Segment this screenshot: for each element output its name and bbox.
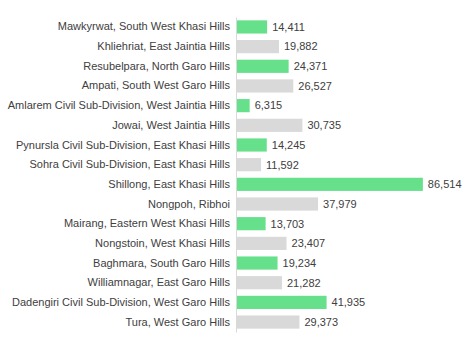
category-axis: Mawkyrwat, South West Khasi Hills Khliehr…: [8, 18, 237, 333]
data-label: 26,527: [298, 80, 332, 92]
data-label: 13,703: [271, 218, 305, 230]
chart: 14,411 19,882 24,371 26,527 6,315 30,73514,24…: [0, 0, 467, 351]
bar: [236, 237, 287, 250]
tick: Sohra Civil Sub-Division, East Khasi Hil…: [29, 158, 230, 170]
data-label: 86,514: [428, 178, 462, 190]
data-label: 37,979: [323, 198, 357, 210]
bars: [236, 20, 423, 328]
data-label: 19,882: [284, 40, 318, 52]
data-label: 29,373: [304, 316, 338, 328]
category-label: Ampati, South West Garo Hills: [82, 79, 231, 91]
tick: Williamnagar, East Garo Hills: [88, 276, 231, 288]
bar: [236, 158, 261, 171]
tick: Mawkyrwat, South West Khasi Hills: [58, 20, 231, 32]
bar: [236, 256, 278, 269]
data-label: 11,592: [266, 159, 299, 171]
data-labels: 14,411 19,882 24,371 26,527 6,315 30,73514,24…: [255, 21, 462, 328]
data-label: 24,371: [294, 60, 328, 72]
tick: Mairang, Eastern West Khasi Hills: [64, 217, 231, 229]
bar: [236, 138, 267, 151]
data-label: 14,245: [272, 139, 306, 151]
data-label: 30,735: [307, 119, 341, 131]
category-label: Baghmara, South Garo Hills: [93, 257, 230, 269]
bar: [236, 197, 318, 210]
category-label: Shillong, East Khasi Hills: [108, 178, 230, 190]
bar: [236, 99, 250, 112]
tick: Tura, West Garo Hills: [125, 316, 230, 328]
bar: [236, 40, 279, 53]
data-label: 41,935: [332, 296, 366, 308]
category-label: Jowai, West Jaintia Hills: [112, 119, 230, 131]
category-label: Nongpoh, Ribhoi: [148, 198, 230, 210]
plot: 14,411 19,882 24,371 26,527 6,315 30,73514,24…: [8, 18, 462, 333]
category-label: Khliehriat, East Jaintia Hills: [97, 40, 230, 52]
category-label: Sohra Civil Sub-Division, East Khasi Hil…: [29, 158, 230, 170]
category-label: Mawkyrwat, South West Khasi Hills: [58, 20, 231, 32]
category-label: Resubelpara, North Garo Hills: [83, 60, 230, 72]
tick: Shillong, East Khasi Hills: [108, 178, 230, 190]
category-label: Nongstoin, West Khasi Hills: [95, 237, 230, 249]
category-label: Mairang, Eastern West Khasi Hills: [64, 217, 231, 229]
bar: [236, 296, 327, 309]
bar: [236, 178, 423, 191]
tick: Nongstoin, West Khasi Hills: [95, 237, 230, 249]
bar: [236, 60, 289, 73]
tick: Baghmara, South Garo Hills: [93, 257, 230, 269]
category-label: Amlarem Civil Sub-Division, West Jaintia…: [8, 99, 231, 111]
axis-line: [236, 18, 237, 333]
bar: [236, 79, 293, 92]
bar: [236, 20, 267, 33]
data-label: 19,234: [283, 257, 317, 269]
tick: Amlarem Civil Sub-Division, West Jaintia…: [8, 99, 231, 111]
data-label: 14,411: [272, 21, 305, 33]
category-label: Dadengiri Civil Sub-Division, West Garo …: [12, 296, 231, 308]
data-label: 21,282: [287, 277, 321, 289]
tick: Jowai, West Jaintia Hills: [112, 119, 230, 131]
category-label: Tura, West Garo Hills: [125, 316, 230, 328]
bar: [236, 315, 299, 328]
data-label: 23,407: [292, 237, 326, 249]
category-label: Williamnagar, East Garo Hills: [88, 276, 231, 288]
tick: Resubelpara, North Garo Hills: [83, 60, 230, 72]
tick: Ampati, South West Garo Hills: [82, 79, 231, 91]
tick: Khliehriat, East Jaintia Hills: [97, 40, 230, 52]
bar: [236, 276, 282, 289]
tick: Pynursla Civil Sub-Division, East Khasi …: [16, 139, 230, 151]
data-label: 6,315: [255, 99, 283, 111]
category-label: Pynursla Civil Sub-Division, East Khasi …: [16, 139, 230, 151]
bar: [236, 119, 302, 132]
bar: [236, 217, 266, 230]
tick: Nongpoh, Ribhoi: [148, 198, 230, 210]
tick: Dadengiri Civil Sub-Division, West Garo …: [12, 296, 231, 308]
